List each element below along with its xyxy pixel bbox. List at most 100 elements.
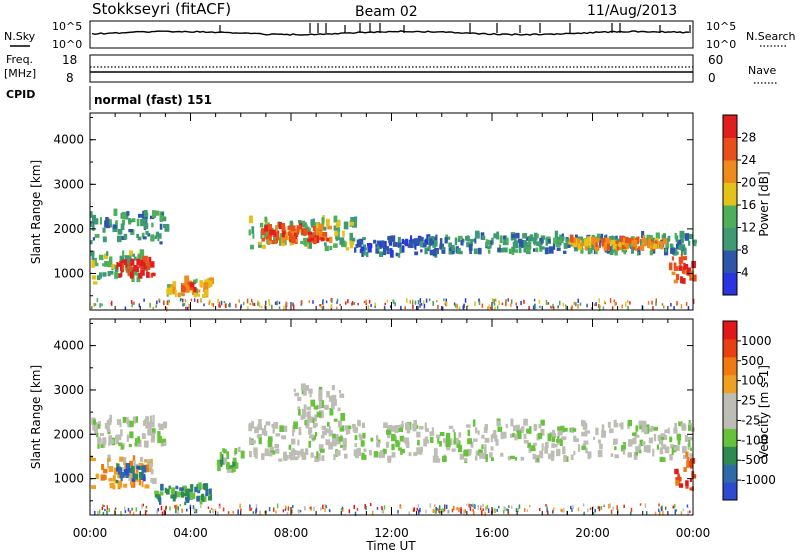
ground-scatter-cell <box>486 504 489 510</box>
echo-cell <box>296 227 300 235</box>
echo-cell <box>679 230 685 239</box>
echo-cell <box>346 429 351 434</box>
echo-cell <box>162 421 167 429</box>
ground-scatter-cell <box>624 301 627 307</box>
nsearch-label: N.Search <box>746 30 796 43</box>
ground-scatter-cell <box>208 301 210 306</box>
echo-cell <box>198 289 201 293</box>
echo-cell <box>90 250 95 256</box>
echo-cell <box>256 434 259 438</box>
echo-cell <box>132 416 136 424</box>
echo-cell <box>352 222 357 228</box>
ground-scatter-cell <box>161 511 164 516</box>
echo-cell <box>144 459 148 463</box>
echo-cell <box>353 449 357 453</box>
ground-scatter-cell <box>363 300 366 303</box>
echo-cell <box>165 488 170 495</box>
echo-cell <box>459 453 465 460</box>
echo-cell <box>189 282 195 288</box>
ground-scatter-cell <box>106 510 108 515</box>
echo-cell <box>610 453 614 457</box>
echo-cell <box>154 490 159 495</box>
echo-cell <box>141 465 147 473</box>
echo-region-4 <box>216 446 245 473</box>
echo-cell <box>223 457 228 464</box>
ground-scatter-cell <box>214 509 217 513</box>
echo-region-4 <box>180 279 197 293</box>
ground-scatter-cell <box>673 306 675 310</box>
echo-cell <box>598 240 601 248</box>
echo-cell <box>690 270 694 278</box>
ground-scatter-cell <box>175 508 177 514</box>
echo-cell <box>92 419 97 425</box>
echo-cell <box>516 430 522 438</box>
echo-cell <box>493 429 497 437</box>
echo-region-2 <box>116 255 156 279</box>
ground-scatter-cell <box>425 509 427 514</box>
echo-cell <box>680 276 683 284</box>
echo-cell <box>671 256 674 261</box>
ground-scatter-cell <box>630 507 633 513</box>
echo-cell <box>361 251 364 258</box>
ground-scatter-cell <box>96 298 99 303</box>
echo-cell <box>267 224 273 231</box>
echo-cell <box>192 492 196 500</box>
echo-cell <box>294 392 300 397</box>
echo-cell <box>284 232 289 236</box>
ground-scatter-cell <box>322 300 324 305</box>
ground-scatter-cell <box>434 504 436 507</box>
echo-cell <box>680 244 685 248</box>
echo-cell <box>631 432 637 436</box>
echo-cell <box>514 249 519 253</box>
colorbar-tick-label: -1000 <box>741 473 776 487</box>
ground-scatter-cell <box>322 504 324 510</box>
noise-tick-left-top: 10^5 <box>52 20 82 33</box>
echo-cell <box>382 247 387 256</box>
ground-scatter-cell <box>103 504 105 507</box>
ground-scatter-cell <box>212 303 215 307</box>
colorbar-tick-label: 8 <box>741 243 749 257</box>
echo-cell <box>433 236 437 241</box>
echo-cell <box>670 247 676 254</box>
ground-scatter-cell <box>324 507 326 513</box>
echo-cell <box>452 429 456 433</box>
echo-cell <box>431 235 435 242</box>
echo-cell <box>148 256 152 265</box>
echo-cell <box>384 246 390 251</box>
echo-cell <box>90 223 94 227</box>
echo-cell <box>273 422 279 429</box>
echo-cell <box>152 477 157 485</box>
echo-cell <box>397 236 401 245</box>
echo-cell <box>119 456 124 462</box>
ground-scatter-cell <box>417 305 419 311</box>
echo-cell <box>122 263 125 271</box>
echo-cell <box>335 434 339 442</box>
ground-scatter-cell <box>493 298 495 304</box>
ground-scatter-cell <box>399 505 402 509</box>
echo-cell <box>453 432 456 440</box>
colorbar-segment <box>723 446 737 465</box>
echo-cell <box>146 271 150 278</box>
ground-scatter-cell <box>131 507 133 511</box>
date-title: 11/Aug/2013 <box>587 3 677 19</box>
echo-cell <box>572 243 578 248</box>
ground-scatter-cell <box>528 505 531 508</box>
echo-cell <box>298 426 302 434</box>
echo-cell <box>137 436 141 444</box>
echo-cell <box>483 447 487 455</box>
ground-scatter-cell <box>238 299 240 303</box>
echo-cell <box>615 238 621 243</box>
echo-cell <box>170 487 176 494</box>
ground-scatter-cell <box>482 508 484 511</box>
echo-cell <box>159 223 163 230</box>
echo-cell <box>622 449 626 455</box>
echo-cell <box>130 465 135 473</box>
ground-scatter-cell <box>565 306 567 310</box>
echo-cell <box>344 243 347 248</box>
echo-cell <box>337 407 341 412</box>
echo-cell <box>320 448 325 453</box>
echo-cell <box>472 419 476 427</box>
colorbar-tick-label: 24 <box>741 153 756 167</box>
ground-scatter-cell <box>441 306 444 311</box>
ground-scatter-cell <box>539 305 541 309</box>
